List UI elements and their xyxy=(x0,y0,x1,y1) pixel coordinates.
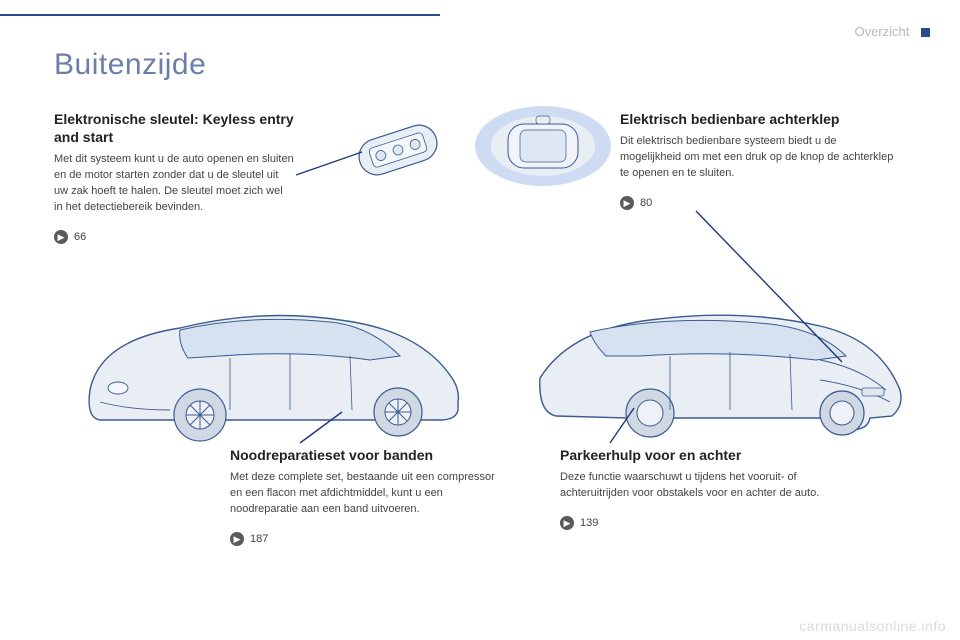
callout-park xyxy=(0,0,960,640)
watermark: carmanualsonline.info xyxy=(799,618,946,634)
